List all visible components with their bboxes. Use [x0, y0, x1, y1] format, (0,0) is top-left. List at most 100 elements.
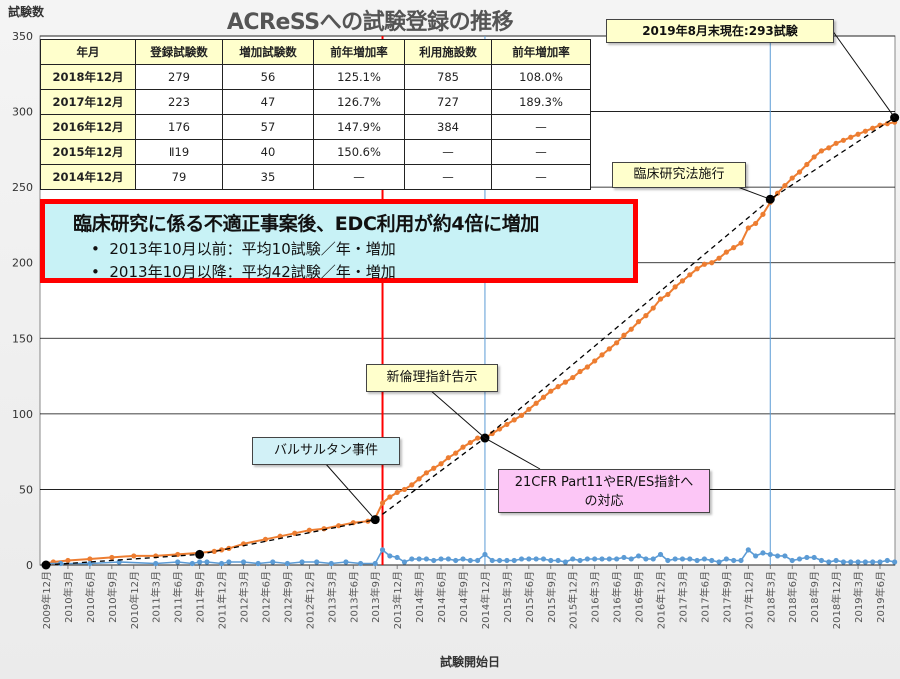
monthly-point	[255, 560, 261, 567]
y-tick-label: 300	[12, 106, 33, 119]
monthly-point	[687, 556, 693, 562]
monthly-point	[226, 559, 232, 565]
table-cell: 40	[222, 139, 314, 165]
monthly-point	[694, 557, 700, 564]
monthly-point	[570, 556, 576, 562]
monthly-point	[431, 557, 437, 564]
monthly-point	[628, 556, 634, 562]
table-cell: 147.9%	[313, 114, 405, 140]
cumulative-point	[694, 266, 700, 272]
monthly-point	[453, 557, 459, 564]
monthly-point	[533, 556, 539, 562]
series	[41, 113, 900, 570]
monthly-point	[877, 559, 883, 565]
x-tick-label: 2011年3月	[150, 571, 163, 623]
monthly-point	[423, 556, 430, 562]
table-cell: 785	[404, 64, 492, 90]
cumulative-point	[782, 183, 788, 189]
milestone-point	[41, 560, 51, 570]
monthly-point	[855, 559, 861, 565]
cumulative-point	[431, 465, 437, 471]
x-tick-label: 2015年9月	[545, 571, 558, 623]
cumulative-point	[818, 148, 825, 154]
monthly-point	[270, 559, 276, 565]
cumulative-point	[416, 476, 422, 482]
cumulative-point	[467, 439, 473, 446]
monthly-point	[372, 560, 378, 567]
monthly-point	[314, 559, 320, 565]
x-tick-label: 2012年3月	[238, 571, 251, 623]
table-header-row: 年月 登録試験数 増加試験数 前年増加率 利用施設数 前年増加率	[40, 39, 591, 65]
cumulative-point	[599, 352, 605, 358]
monthly-point	[731, 557, 737, 564]
cumulative-point	[394, 489, 400, 496]
monthly-point	[357, 560, 364, 567]
monthly-point	[818, 557, 825, 564]
monthly-point	[475, 557, 481, 564]
cumulative-point	[665, 291, 671, 298]
monthly-point	[518, 556, 525, 562]
cumulative-point	[862, 128, 868, 134]
monthly-point	[58, 560, 64, 567]
highlight-bullet-text: 2013年10月以前：平均10試験／年・増加	[109, 240, 396, 258]
highlight-bullet: • 2013年10月以降：平均42試験／年・増加	[91, 263, 396, 281]
cumulative-point	[855, 131, 861, 137]
table-header: 前年増加率	[491, 39, 591, 65]
cumulative-point	[379, 500, 386, 506]
monthly-point	[848, 559, 854, 565]
cumulative-point	[840, 137, 847, 143]
cumulative-point	[511, 417, 517, 423]
cumulative-point	[460, 444, 466, 450]
cumulative-point	[292, 530, 298, 536]
table-cell: 150.6%	[313, 139, 405, 165]
monthly-point	[804, 554, 810, 561]
monthly-point	[701, 556, 708, 562]
monthly-point	[796, 556, 803, 562]
x-tick-label: 2011年6月	[172, 571, 185, 623]
x-tick-label: 2019年3月	[852, 571, 865, 623]
y-tick-label: 150	[12, 332, 33, 345]
x-tick-label: 2012年6月	[259, 571, 272, 623]
monthly-point	[387, 553, 393, 559]
monthly-point	[789, 557, 795, 564]
callout-rinsho-ho: 臨床研究法施行	[612, 162, 746, 188]
monthly-point	[218, 560, 225, 567]
x-tick-label: 2010年6月	[84, 571, 97, 623]
monthly-point	[657, 551, 664, 558]
table-cell: 47	[222, 89, 314, 115]
cumulative-point	[774, 190, 781, 196]
monthly-point	[284, 560, 291, 567]
milestone-point	[195, 549, 205, 559]
cumulative-point	[87, 556, 93, 562]
monthly-point	[826, 559, 832, 565]
table-header: 増加試験数	[222, 39, 314, 65]
x-tick-label: 2013年9月	[369, 571, 382, 623]
cumulative-point	[716, 255, 722, 261]
monthly-point	[189, 560, 195, 567]
x-tick-label: 2015年3月	[501, 571, 514, 623]
cumulative-point	[445, 455, 451, 461]
table-header: 前年増加率	[313, 39, 405, 65]
monthly-point	[496, 557, 503, 564]
monthly-point	[401, 559, 408, 565]
cumulative-point	[753, 220, 759, 227]
monthly-point	[767, 551, 773, 558]
cumulative-point	[438, 461, 444, 467]
table-header: 年月	[40, 39, 136, 65]
cumulative-point	[745, 225, 751, 231]
cumulative-point	[884, 121, 890, 127]
monthly-point	[379, 547, 386, 553]
cumulative-point	[504, 421, 510, 428]
table-header: 利用施設数	[404, 39, 492, 65]
monthly-point	[504, 557, 510, 564]
monthly-point	[526, 556, 532, 562]
monthly-point	[833, 557, 839, 564]
callout-shin-rinri: 新倫理指針告示	[366, 364, 498, 392]
x-tick-label: 2010年3月	[62, 571, 75, 623]
table-row: 2014年12月 79 35 — — —	[40, 164, 591, 190]
x-tick-label: 2015年12月	[567, 571, 580, 629]
cumulative-point	[336, 523, 342, 529]
cumulative-point	[796, 169, 803, 175]
cumulative-point	[65, 557, 71, 564]
x-tick-label: 2014年6月	[435, 571, 448, 623]
